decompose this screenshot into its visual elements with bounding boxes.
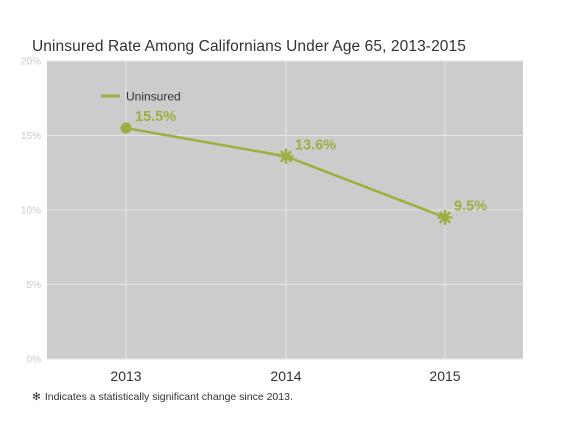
y-axis: 0% 5% 10% 15% 20% — [21, 57, 41, 366]
footnote-text: Indicates a statistically significant ch… — [44, 391, 293, 403]
legend: Uninsured — [101, 90, 181, 104]
data-point-asterisk — [437, 209, 453, 226]
data-label: 9.5% — [454, 198, 487, 214]
x-tick-label: 2013 — [110, 368, 141, 384]
x-axis: 2013 2014 2015 — [110, 368, 460, 384]
y-tick-label: 0% — [27, 355, 42, 366]
y-tick-label: 15% — [21, 131, 41, 142]
series-uninsured: 15.5% 13.6% 9.5% — [120, 109, 487, 226]
y-tick-label: 10% — [21, 206, 41, 217]
data-label: 15.5% — [135, 109, 176, 125]
asterisk-stroke — [439, 211, 451, 224]
chart-title: Uninsured Rate Among Californians Under … — [32, 38, 466, 55]
y-tick-label: 5% — [27, 280, 42, 291]
footnote: ✻ Indicates a statistically significant c… — [32, 391, 293, 403]
asterisk-icon: ✻ — [32, 391, 41, 403]
y-tick-label: 20% — [21, 57, 41, 68]
legend-label-uninsured: Uninsured — [126, 90, 181, 104]
data-label: 13.6% — [295, 137, 336, 153]
x-tick-label: 2014 — [270, 368, 301, 384]
grid-lines — [47, 60, 523, 360]
data-point — [120, 122, 132, 134]
x-tick-label: 2015 — [429, 368, 460, 384]
data-point-asterisk — [278, 148, 294, 165]
asterisk-stroke — [280, 150, 292, 163]
